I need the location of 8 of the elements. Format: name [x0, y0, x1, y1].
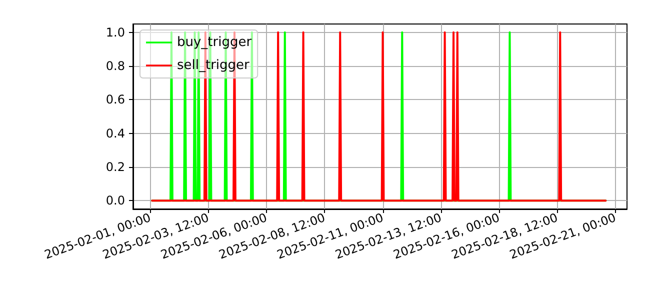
y-tick-label: 0.2 — [106, 160, 125, 174]
legend-label: sell_trigger — [177, 58, 250, 73]
y-tick-label: 0.8 — [106, 59, 125, 74]
y-tick-label: 0.4 — [106, 126, 125, 140]
y-tick-label: 0.0 — [106, 194, 125, 208]
legend-label: buy_trigger — [177, 35, 252, 50]
y-tick-label: 1.0 — [106, 25, 125, 40]
y-tick-label: 0.6 — [106, 92, 125, 107]
